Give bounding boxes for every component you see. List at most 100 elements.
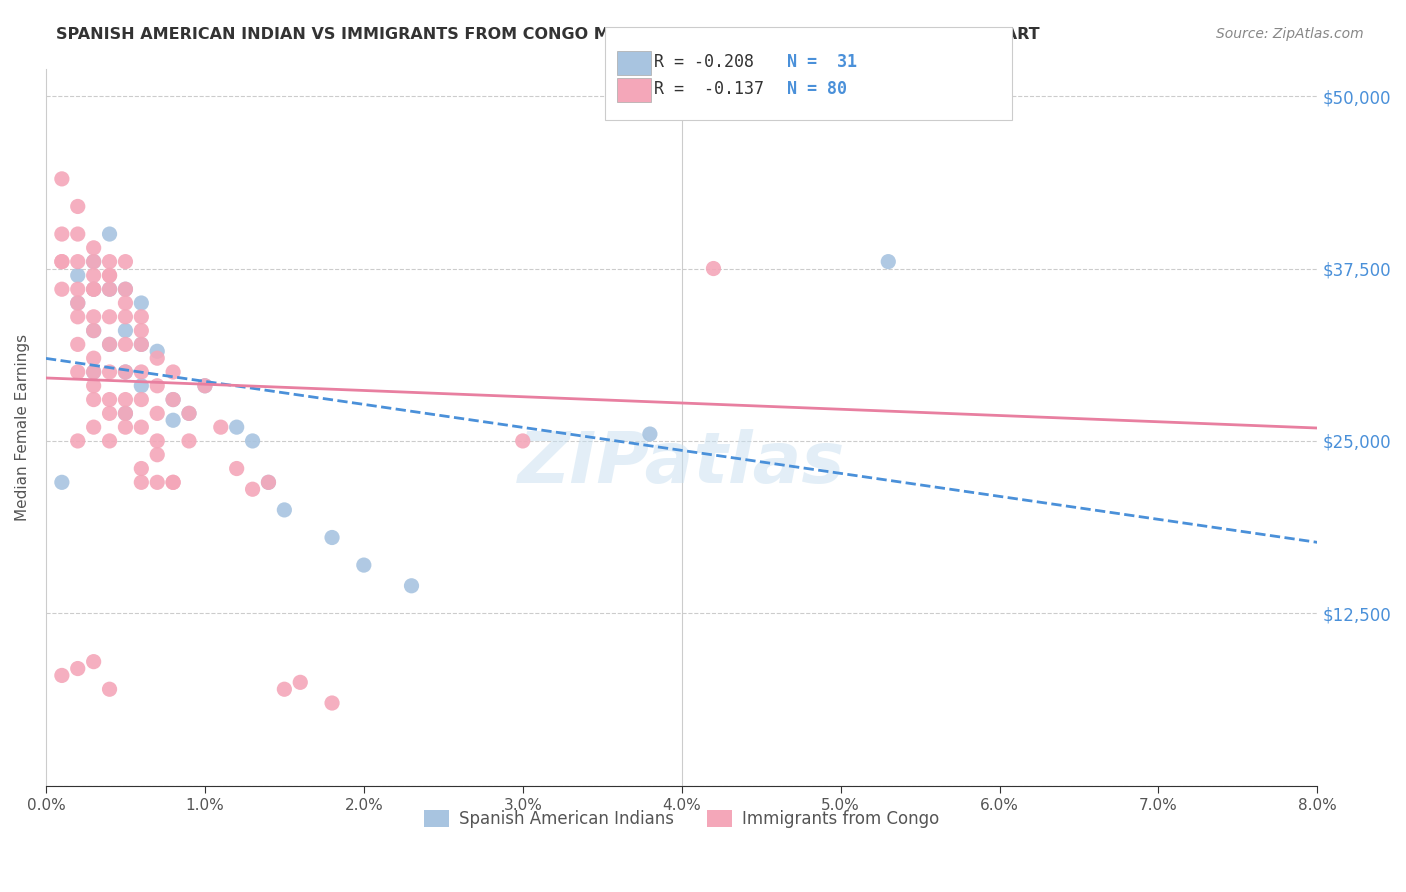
Point [131,337,153,351]
Point [131,378,153,392]
Point [242,482,264,496]
Point [162,475,184,490]
Point [321,696,343,710]
Point [131,420,153,434]
Point [83,420,105,434]
Point [66,296,89,310]
Point [290,675,312,690]
Point [51,254,73,268]
Point [194,378,217,392]
Point [131,392,153,407]
Point [98,682,121,697]
Point [83,365,105,379]
Point [131,296,153,310]
Point [146,351,169,366]
Point [98,365,121,379]
Point [114,254,136,268]
Point [209,420,232,434]
Text: N = 80: N = 80 [787,80,848,98]
Point [114,406,136,420]
Point [98,227,121,241]
Point [257,475,280,490]
Point [51,475,73,490]
Point [98,392,121,407]
Point [512,434,534,448]
Y-axis label: Median Female Earnings: Median Female Earnings [15,334,30,521]
Text: SPANISH AMERICAN INDIAN VS IMMIGRANTS FROM CONGO MEDIAN FEMALE EARNINGS CORRELAT: SPANISH AMERICAN INDIAN VS IMMIGRANTS FR… [56,27,1040,42]
Point [98,434,121,448]
Point [146,475,169,490]
Point [162,392,184,407]
Point [353,558,375,573]
Point [114,365,136,379]
Point [98,337,121,351]
Point [114,296,136,310]
Point [146,448,169,462]
Text: R =  -0.137: R = -0.137 [654,80,763,98]
Point [225,461,247,475]
Point [114,365,136,379]
Point [83,282,105,296]
Point [114,406,136,420]
Point [83,378,105,392]
Point [162,413,184,427]
Point [114,337,136,351]
Point [83,392,105,407]
Point [66,337,89,351]
Point [98,282,121,296]
Point [83,254,105,268]
Point [877,254,900,268]
Point [131,475,153,490]
Point [66,661,89,675]
Point [83,268,105,283]
Point [98,337,121,351]
Point [162,365,184,379]
Point [242,434,264,448]
Point [177,434,200,448]
Point [638,427,661,442]
Point [83,254,105,268]
Point [66,227,89,241]
Point [83,310,105,324]
Point [321,531,343,545]
Point [131,324,153,338]
Point [98,282,121,296]
Point [146,378,169,392]
Point [114,282,136,296]
Point [66,268,89,283]
Point [83,282,105,296]
Point [83,365,105,379]
Point [114,310,136,324]
Point [114,282,136,296]
Text: Source: ZipAtlas.com: Source: ZipAtlas.com [1216,27,1364,41]
Point [194,378,217,392]
Point [66,296,89,310]
Point [702,261,724,276]
Point [114,392,136,407]
Point [66,434,89,448]
Point [98,268,121,283]
Point [83,324,105,338]
Point [146,344,169,359]
Point [98,254,121,268]
Point [146,406,169,420]
Point [98,406,121,420]
Point [98,268,121,283]
Point [273,503,295,517]
Point [83,351,105,366]
Point [131,337,153,351]
Point [177,406,200,420]
Point [51,227,73,241]
Point [51,254,73,268]
Point [257,475,280,490]
Point [131,461,153,475]
Legend: Spanish American Indians, Immigrants from Congo: Spanish American Indians, Immigrants fro… [418,804,946,835]
Point [66,365,89,379]
Point [66,254,89,268]
Text: N =  31: N = 31 [787,54,858,71]
Point [114,420,136,434]
Point [83,324,105,338]
Point [98,310,121,324]
Point [146,434,169,448]
Point [162,392,184,407]
